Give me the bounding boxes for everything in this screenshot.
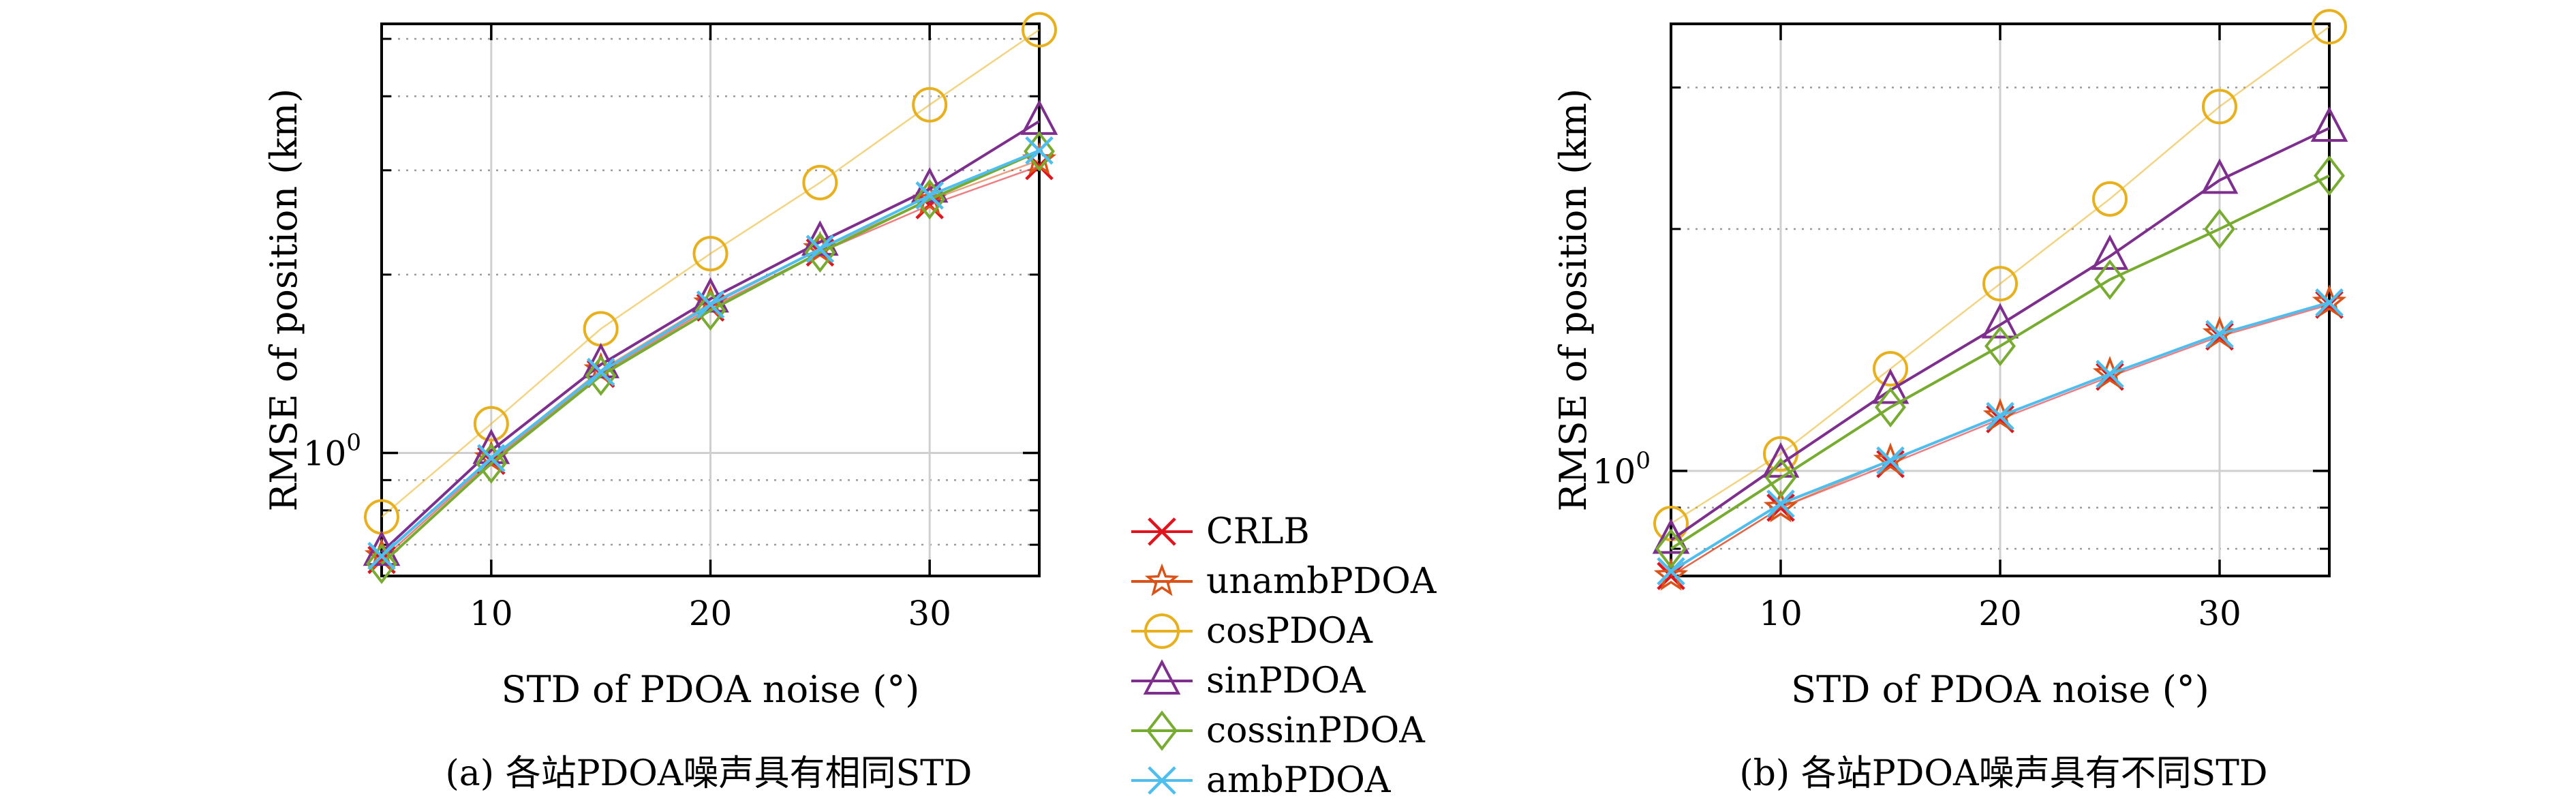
data-point bbox=[2315, 288, 2344, 317]
series-ambPDOA bbox=[1657, 288, 2344, 586]
data-point bbox=[2202, 89, 2237, 125]
legend-label: cossinPDOA bbox=[1206, 710, 1426, 751]
data-point bbox=[1876, 446, 1905, 475]
series-cossinPDOA bbox=[366, 131, 1055, 584]
data-point bbox=[1652, 518, 1690, 554]
data-point bbox=[806, 234, 835, 263]
legend-label: CRLB bbox=[1206, 511, 1310, 552]
series-sinPDOA bbox=[1652, 106, 2348, 554]
data-point bbox=[367, 541, 396, 571]
data-point bbox=[1871, 368, 1910, 404]
x-tick-label: 30 bbox=[908, 594, 951, 633]
legend-label: ambPDOA bbox=[1206, 760, 1392, 801]
data-point bbox=[366, 543, 397, 584]
data-point bbox=[1873, 350, 1908, 386]
y-tick-label: 100 bbox=[1593, 447, 1651, 491]
legend-marker bbox=[1143, 659, 1181, 695]
data-point bbox=[1766, 489, 1795, 518]
data-point bbox=[912, 87, 948, 123]
y-tick-label: 100 bbox=[303, 429, 361, 474]
data-point bbox=[473, 406, 509, 442]
legend-label: sinPDOA bbox=[1206, 660, 1366, 701]
x-tick-label: 10 bbox=[470, 594, 513, 633]
legend: CRLB unambPDOA cosPDOA sinPDOA cossinPDOA amb… bbox=[1131, 511, 1437, 801]
data-point bbox=[1653, 558, 1689, 591]
x-axis-label: STD of PDOA noise (°) bbox=[1791, 668, 2209, 711]
data-point bbox=[692, 236, 729, 272]
data-point bbox=[2096, 359, 2124, 389]
data-point bbox=[2201, 158, 2239, 194]
data-point bbox=[475, 443, 507, 484]
series-line bbox=[380, 150, 1040, 565]
data-point bbox=[2204, 209, 2235, 249]
data-point bbox=[1022, 12, 1057, 48]
data-point bbox=[1984, 326, 2016, 367]
y-axis-label: RMSE of position (km) bbox=[262, 89, 305, 512]
data-point bbox=[1875, 386, 1906, 428]
legend-item: cosPDOA bbox=[1131, 611, 1373, 652]
data-point bbox=[1762, 442, 1800, 478]
series-line bbox=[380, 120, 1041, 553]
data-point bbox=[2312, 284, 2347, 318]
data-point bbox=[2094, 259, 2126, 300]
legend-label: unambPDOA bbox=[1206, 561, 1437, 602]
legend-item: sinPDOA bbox=[1131, 659, 1366, 701]
legend-marker bbox=[1148, 766, 1176, 795]
data-point bbox=[2312, 9, 2347, 45]
data-point bbox=[1657, 557, 1685, 586]
data-point bbox=[2205, 320, 2234, 348]
data-point bbox=[2092, 181, 2128, 217]
data-point bbox=[915, 181, 944, 210]
data-point bbox=[585, 355, 617, 396]
data-point bbox=[694, 290, 726, 331]
series-line bbox=[1670, 174, 2330, 550]
data-point bbox=[1024, 131, 1055, 172]
data-point bbox=[804, 232, 836, 273]
legend-marker bbox=[1144, 613, 1180, 649]
legend-item: CRLB bbox=[1131, 511, 1310, 552]
data-point bbox=[2310, 106, 2348, 142]
data-point bbox=[802, 164, 838, 200]
x-tick-label: 20 bbox=[689, 594, 733, 633]
data-point bbox=[586, 357, 615, 386]
data-point bbox=[1981, 303, 2019, 339]
data-point bbox=[1986, 401, 2014, 431]
data-point bbox=[1655, 528, 1687, 569]
data-point bbox=[2091, 234, 2129, 270]
panel-a: 100 10 20 30 STD of PDOA noise (°) RMSE of po… bbox=[262, 12, 1058, 711]
data-point bbox=[477, 444, 506, 472]
legend-item: ambPDOA bbox=[1131, 760, 1392, 801]
y-axis-label: RMSE of position (km) bbox=[1552, 89, 1595, 512]
data-point bbox=[2202, 316, 2237, 349]
series-line bbox=[381, 29, 1040, 518]
data-point bbox=[1982, 266, 2018, 302]
data-point bbox=[1763, 489, 1798, 523]
series-line bbox=[1670, 26, 2330, 525]
data-point bbox=[914, 179, 946, 220]
series-line bbox=[1670, 127, 2330, 542]
caption-b: (b) 各站PDOA噪声具有不同STD bbox=[1739, 753, 2267, 794]
x-tick-label: 10 bbox=[1759, 594, 1803, 633]
legend-marker bbox=[1148, 517, 1176, 546]
x-axis-label: STD of PDOA noise (°) bbox=[502, 668, 920, 711]
legend-item: cossinPDOA bbox=[1131, 710, 1426, 751]
x-tick-label: 20 bbox=[1978, 594, 2022, 633]
legend-marker bbox=[1144, 563, 1180, 596]
legend-marker bbox=[1146, 710, 1178, 751]
data-point bbox=[1025, 136, 1054, 165]
data-point bbox=[696, 290, 725, 319]
data-point bbox=[1765, 457, 1796, 498]
caption-a: (a) 各站PDOA噪声具有相同STD bbox=[446, 753, 972, 794]
series-cossinPDOA bbox=[1655, 155, 2345, 569]
legend-item: unambPDOA bbox=[1131, 561, 1437, 602]
data-point bbox=[2314, 155, 2345, 196]
panel-b: 100 10 20 30 STD of PDOA noise (°) RMSE of po… bbox=[1552, 9, 2348, 711]
x-tick-label: 30 bbox=[2198, 594, 2241, 633]
series-ambPDOA bbox=[367, 136, 1054, 571]
legend-label: cosPDOA bbox=[1206, 611, 1373, 652]
